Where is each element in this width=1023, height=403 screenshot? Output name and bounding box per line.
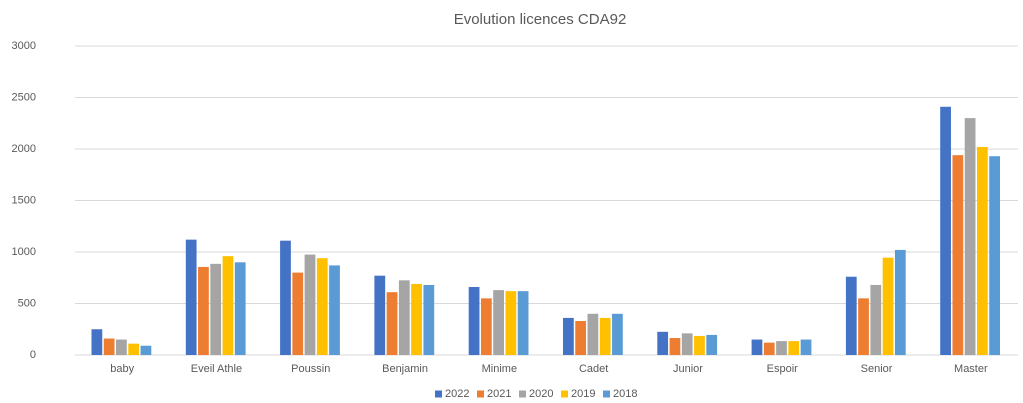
x-tick-label: Minime — [482, 363, 517, 375]
y-tick-label: 1500 — [12, 194, 36, 206]
bar — [116, 339, 127, 355]
y-tick-label: 2000 — [12, 143, 36, 155]
bar — [316, 258, 328, 355]
bar — [845, 276, 857, 355]
bar — [858, 298, 869, 355]
bar — [776, 341, 787, 355]
bar — [751, 339, 763, 355]
legend-label: 2019 — [571, 388, 595, 400]
bar — [694, 335, 705, 355]
x-tick-label: Benjamin — [382, 363, 428, 375]
x-tick-label: Espoir — [767, 363, 799, 375]
bar — [292, 272, 304, 355]
bar — [140, 345, 152, 355]
bar — [952, 155, 964, 355]
bar — [587, 313, 599, 355]
x-tick-label: Junior — [673, 363, 703, 375]
y-tick-label: 3000 — [12, 40, 36, 52]
bar — [940, 106, 951, 356]
bar — [800, 339, 812, 355]
bar — [964, 118, 976, 355]
bar — [234, 262, 246, 355]
bar — [480, 298, 492, 355]
bar — [280, 240, 291, 355]
legend-swatch — [519, 390, 526, 398]
bar — [763, 342, 775, 355]
bar — [706, 334, 718, 355]
bar — [185, 239, 197, 355]
bar — [989, 156, 1000, 355]
legend-swatch — [435, 390, 442, 398]
x-tick-label: Poussin — [291, 363, 330, 375]
y-tick-label: 500 — [18, 297, 36, 309]
y-tick-label: 2500 — [12, 91, 36, 103]
bar — [423, 284, 435, 355]
x-tick-label: Cadet — [579, 363, 608, 375]
bar — [505, 291, 517, 355]
bar — [386, 292, 398, 355]
legend-label: 2022 — [445, 388, 469, 400]
bar — [222, 256, 234, 355]
legend-label: 2021 — [487, 388, 511, 400]
bar — [517, 291, 529, 355]
x-tick-label: baby — [110, 363, 134, 375]
bar — [128, 343, 140, 355]
bar — [976, 146, 988, 355]
bar — [304, 254, 316, 355]
legend-swatch — [477, 390, 484, 398]
bar — [374, 275, 386, 355]
bar — [398, 280, 410, 355]
x-tick-label: Eveil Athle — [191, 363, 242, 375]
bar — [681, 333, 693, 355]
x-tick-label: Master — [954, 363, 988, 375]
legend-swatch — [561, 390, 568, 398]
bar — [493, 290, 504, 355]
legend-label: 2018 — [613, 388, 637, 400]
bar — [575, 321, 587, 355]
bar — [882, 257, 894, 355]
chart-title: Evolution licences CDA92 — [454, 11, 627, 28]
bar — [563, 317, 574, 355]
x-tick-label: Senior — [861, 363, 893, 375]
bar — [468, 287, 480, 355]
bar — [411, 283, 422, 355]
bar — [91, 329, 103, 355]
bar — [870, 284, 882, 355]
bar — [657, 331, 669, 355]
bar — [612, 313, 623, 355]
bar — [788, 341, 800, 355]
bar — [599, 317, 611, 355]
y-tick-label: 1000 — [12, 246, 36, 258]
bar — [198, 266, 209, 355]
bar — [894, 249, 906, 355]
bar — [210, 263, 222, 355]
legend-swatch — [603, 390, 610, 398]
y-tick-label: 0 — [30, 349, 36, 361]
legend-label: 2020 — [529, 388, 553, 400]
bar — [103, 338, 115, 355]
bar — [329, 265, 340, 355]
bar — [669, 338, 681, 355]
